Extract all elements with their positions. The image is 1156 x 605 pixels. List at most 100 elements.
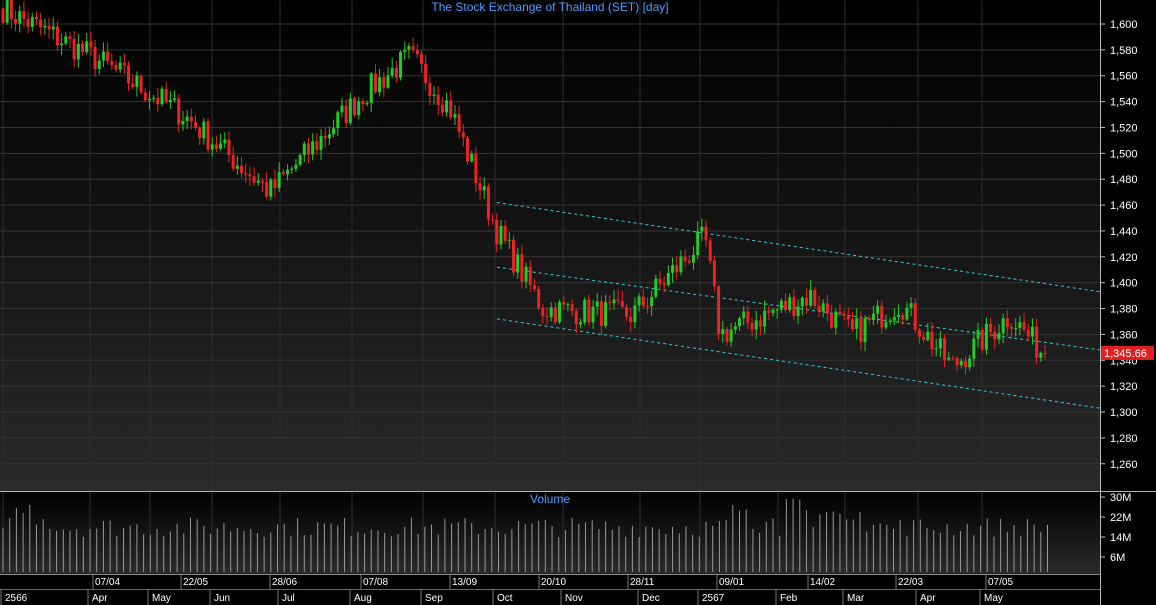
candle (909, 296, 913, 317)
candle-body (851, 319, 855, 329)
candle-body (570, 304, 574, 311)
candle-body (252, 176, 256, 183)
candle-body (378, 77, 382, 93)
candle (415, 43, 419, 59)
candle-body (599, 301, 603, 326)
candle-body (834, 311, 838, 328)
candle (244, 163, 248, 183)
candle (905, 301, 909, 321)
candle-body (231, 155, 235, 169)
candle (198, 126, 202, 146)
candle-body (181, 120, 185, 125)
candle (227, 131, 231, 163)
candle (938, 330, 942, 358)
candle (127, 61, 131, 91)
candle-body (746, 311, 750, 323)
candle-body (650, 296, 654, 307)
candle-body (721, 329, 725, 334)
candle-body (512, 239, 516, 273)
candle (445, 92, 449, 117)
candle-body (449, 100, 453, 118)
candle (679, 250, 683, 276)
candle-body (206, 121, 210, 150)
candle (712, 255, 716, 292)
candle-body (189, 116, 193, 122)
candle-body (587, 299, 591, 323)
candle-body (185, 116, 189, 121)
candle-body (440, 104, 444, 113)
candle-body (474, 153, 478, 184)
candle (666, 265, 670, 287)
candle (620, 290, 624, 309)
candle (89, 31, 93, 56)
candle-body (244, 172, 248, 175)
candle-body (578, 322, 582, 325)
candle-body (616, 299, 620, 302)
candle (491, 213, 495, 225)
candle (340, 98, 344, 118)
candle (294, 159, 298, 173)
candle-body (273, 179, 277, 189)
candle (394, 60, 398, 83)
candle (30, 12, 34, 32)
candle-body (863, 318, 867, 342)
candle (122, 53, 126, 75)
candle (846, 307, 850, 327)
candle-body (147, 98, 151, 101)
candle (64, 31, 68, 46)
candle (800, 296, 804, 316)
x-tick-label: 07/08 (363, 577, 388, 588)
v-tick-label: 14M (1110, 532, 1131, 544)
candle (357, 96, 361, 120)
candle (390, 57, 394, 79)
candle (81, 40, 85, 56)
y-tick-label: 1,300 (1110, 407, 1138, 419)
candle (290, 166, 294, 175)
candle-body (1035, 326, 1039, 358)
candle (917, 327, 921, 344)
candle-body (905, 307, 909, 320)
candle-body (972, 338, 976, 359)
x-tick-label: 28/06 (272, 577, 297, 588)
volume-bars (2, 498, 1049, 572)
candle-series (1, 0, 1047, 375)
candle-body (453, 114, 457, 118)
candle-body (725, 329, 729, 342)
candle (599, 295, 603, 336)
candle (796, 299, 800, 325)
candle (558, 299, 562, 324)
candle (980, 327, 984, 354)
candle (499, 219, 503, 250)
candle (55, 21, 59, 51)
x-tick-label: 07/04 (95, 577, 120, 588)
candle (302, 141, 306, 163)
candle (641, 288, 645, 309)
candle-body (319, 135, 323, 150)
candle (206, 117, 210, 153)
candle (595, 293, 599, 316)
candle-body (256, 180, 260, 183)
x-tick-label: Apr (920, 593, 936, 604)
candle-body (223, 139, 227, 144)
candle-body (357, 101, 361, 116)
candle (1022, 312, 1026, 333)
candle (72, 31, 76, 68)
candle (855, 308, 859, 340)
candle (650, 290, 654, 317)
candle (537, 285, 541, 311)
candle (675, 256, 679, 280)
candle-body (486, 186, 490, 220)
v-tick-label: 6M (1110, 552, 1125, 564)
candle-body (604, 302, 608, 326)
candle-body (173, 98, 177, 100)
y-tick-label: 1,360 (1110, 329, 1138, 341)
candle (486, 183, 490, 226)
x-tick-label: 28/11 (630, 577, 655, 588)
candle (746, 305, 750, 330)
candle-body (1039, 352, 1043, 358)
candle (101, 42, 105, 67)
y-tick-label: 1,400 (1110, 278, 1138, 290)
candle (277, 162, 281, 192)
candle (775, 308, 779, 319)
candle (512, 235, 516, 277)
